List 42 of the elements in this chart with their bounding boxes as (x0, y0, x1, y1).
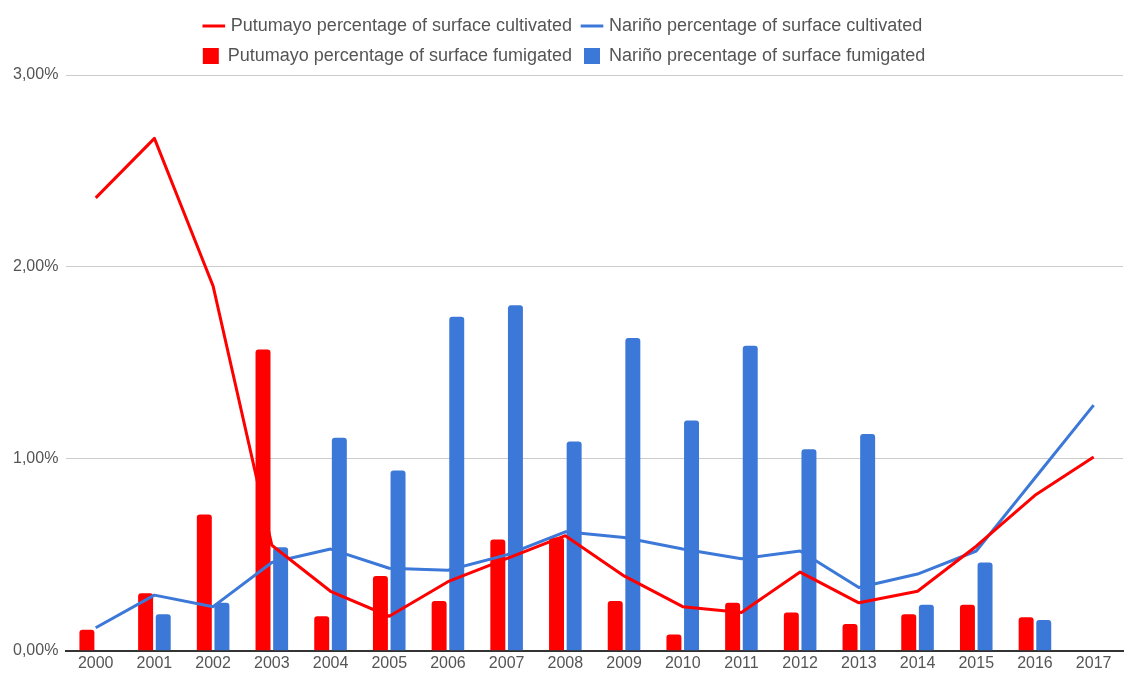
bar (1018, 617, 1034, 651)
x-tick-label: 2002 (195, 653, 232, 671)
x-tick-label: 2003 (254, 653, 290, 671)
x-tick-label: 2009 (606, 653, 642, 671)
x-tick-label: 2004 (312, 653, 349, 671)
x-tick-label: 2008 (547, 653, 584, 671)
bar (842, 623, 858, 651)
x-tick-label: 2010 (664, 653, 701, 671)
bar (196, 514, 212, 651)
x-tick-label: 2007 (488, 653, 525, 671)
x-tick-label: 2017 (1075, 653, 1112, 671)
bar (666, 634, 682, 651)
bar (901, 614, 917, 651)
x-tick-label: 2015 (958, 653, 995, 671)
bar (79, 629, 95, 651)
legend-label: Nariño precentage of surface fumigated (609, 44, 926, 65)
bar (314, 616, 330, 651)
x-tick-label: 2013 (841, 653, 877, 671)
x-tick-label: 2001 (136, 653, 173, 671)
x-tick-label: 2005 (371, 653, 408, 671)
legend-label: Nariño percentage of surface cultivated (609, 14, 923, 35)
x-tick-label: 2012 (782, 653, 819, 671)
bar (959, 604, 975, 651)
legend-label: Putumayo percentage of surface cultivated (230, 14, 573, 35)
x-tick-label: 2014 (899, 653, 936, 671)
bar (977, 562, 993, 651)
y-tick-label: 3,00% (12, 65, 59, 83)
y-tick-label: 2,00% (12, 257, 59, 275)
legend-label: Putumayo percentage of surface fumigated (227, 44, 573, 65)
bar (783, 612, 799, 651)
bar (138, 593, 154, 651)
bar (431, 600, 447, 651)
bar (1036, 620, 1052, 651)
x-tick-label: 2016 (1017, 653, 1053, 671)
x-tick-label: 2006 (430, 653, 466, 671)
y-tick-label: 0,00% (12, 641, 59, 659)
x-tick-label: 2011 (724, 653, 759, 671)
x-tick-label: 2000 (77, 653, 114, 671)
y-tick-label: 1,00% (12, 449, 59, 467)
bar (918, 604, 934, 651)
bar (607, 600, 623, 651)
bar (155, 614, 171, 651)
